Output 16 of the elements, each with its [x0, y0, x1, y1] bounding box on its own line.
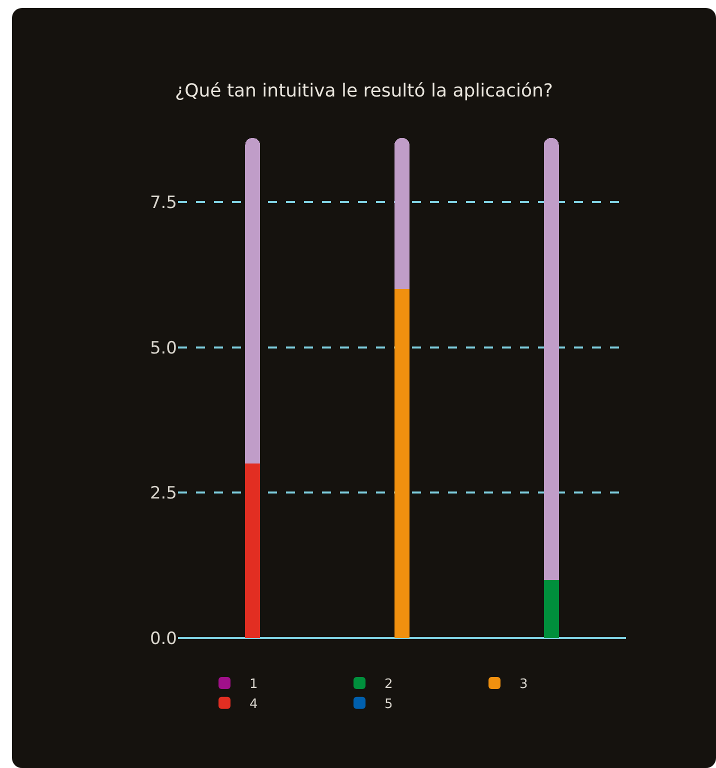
- y-tick-label: 0.0: [150, 628, 177, 649]
- bar: [394, 138, 410, 290]
- legend-label: 4: [250, 696, 258, 712]
- bar: [245, 464, 260, 638]
- bar: [544, 580, 559, 638]
- y-tick-label: 5.0: [150, 338, 177, 358]
- legend-label: 1: [250, 677, 258, 692]
- legend-label: 5: [384, 696, 393, 712]
- legend-label: 2: [384, 677, 393, 692]
- y-tick-label: 2.5: [150, 484, 177, 504]
- bar: [394, 289, 410, 638]
- chart-title: ¿Qué tan intuitiva le resultó la aplicación?: [175, 80, 553, 102]
- bar: [245, 138, 260, 464]
- legend-label: 3: [520, 677, 528, 692]
- y-tick-label: 7.5: [150, 192, 177, 213]
- bar: [544, 138, 559, 580]
